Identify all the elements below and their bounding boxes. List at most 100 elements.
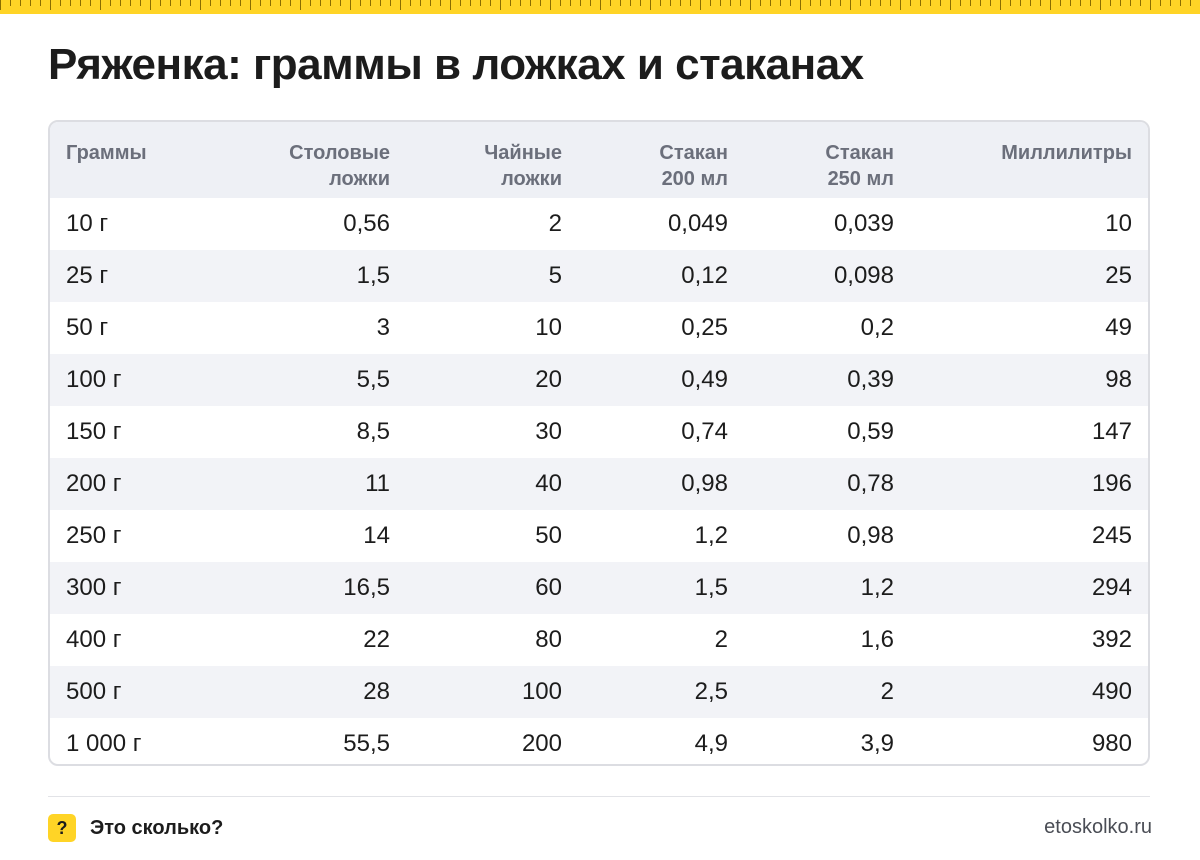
table-cell: 60 <box>535 574 562 601</box>
table-row: 500 г 28 100 2,5 2 490 <box>50 666 1148 718</box>
table-cell: 0,49 <box>681 366 728 393</box>
column-header: Граммы <box>50 122 230 198</box>
table-cell: 0,39 <box>847 366 894 393</box>
ruler-major-ticks <box>0 0 1200 10</box>
table-row: 100 г 5,5 20 0,49 0,39 98 <box>50 354 1148 406</box>
table-cell: 80 <box>535 626 562 653</box>
conversion-table: Граммы Столовые ложки Чайные ложки Стакан 200 … <box>48 120 1150 766</box>
table-row: 10 г 0,56 2 0,049 0,039 10 <box>50 198 1148 250</box>
table-cell: 245 <box>1091 522 1132 549</box>
table-cell: 294 <box>1091 574 1132 601</box>
table-cell: 5 <box>548 262 562 289</box>
table-cell: 100 <box>521 678 562 705</box>
table-cell: 10 <box>535 314 562 341</box>
table-cell: 55,5 <box>343 730 390 757</box>
table-cell: 3 <box>376 314 390 341</box>
column-header-line: Стакан <box>659 142 728 164</box>
table-cell: 1,5 <box>694 574 728 601</box>
column-header-line: Граммы <box>66 142 147 164</box>
table-row: 50 г 3 10 0,25 0,2 49 <box>50 302 1148 354</box>
table-cell: 30 <box>535 418 562 445</box>
column-header: Чайные ложки <box>406 122 578 198</box>
table-cell: 16,5 <box>343 574 390 601</box>
column-header-line: Миллилитры <box>1001 142 1132 164</box>
ruler-strip <box>0 0 1200 14</box>
table-cell: 392 <box>1091 626 1132 653</box>
table-cell: 2 <box>548 210 562 237</box>
table-row: 300 г 16,5 60 1,5 1,2 294 <box>50 562 1148 614</box>
table-header: Граммы Столовые ложки Чайные ложки Стакан 200 … <box>50 122 1148 198</box>
footer-brand: ? Это сколько? <box>48 814 223 842</box>
table-cell: 980 <box>1091 730 1132 757</box>
table-cell: 10 г <box>66 210 109 237</box>
table-cell: 0,98 <box>847 522 894 549</box>
table-cell: 1 000 г <box>66 730 142 757</box>
table-cell: 1,2 <box>860 574 894 601</box>
column-header: Столовые ложки <box>230 122 406 198</box>
table-cell: 40 <box>535 470 562 497</box>
column-header-line: Чайные <box>484 142 562 164</box>
column-header-line: Стакан <box>825 142 894 164</box>
column-header-line: 250 мл <box>827 168 894 190</box>
table-cell: 0,59 <box>847 418 894 445</box>
page-title: Ряженка: граммы в ложках и стаканах <box>48 40 864 89</box>
table-cell: 25 г <box>66 262 109 289</box>
table-cell: 1,5 <box>356 262 390 289</box>
table-row: 250 г 14 50 1,2 0,98 245 <box>50 510 1148 562</box>
table-row: 200 г 11 40 0,98 0,78 196 <box>50 458 1148 510</box>
table-cell: 300 г <box>66 574 122 601</box>
column-header: Стакан 200 мл <box>578 122 744 198</box>
table-cell: 28 <box>363 678 390 705</box>
table-cell: 49 <box>1105 314 1132 341</box>
table-cell: 2 <box>714 626 728 653</box>
table-cell: 2 <box>880 678 894 705</box>
table-cell: 0,78 <box>847 470 894 497</box>
table-cell: 20 <box>535 366 562 393</box>
table-cell: 0,049 <box>667 210 728 237</box>
question-mark-icon: ? <box>48 814 76 842</box>
table-cell: 0,56 <box>343 210 390 237</box>
table-cell: 22 <box>363 626 390 653</box>
column-header-line: ложки <box>329 168 390 190</box>
table-cell: 5,5 <box>356 366 390 393</box>
table-cell: 10 <box>1105 210 1132 237</box>
table-cell: 147 <box>1091 418 1132 445</box>
table-cell: 0,25 <box>681 314 728 341</box>
footer-divider <box>48 796 1150 797</box>
table-cell: 0,74 <box>681 418 728 445</box>
table-cell: 0,039 <box>833 210 894 237</box>
table-cell: 3,9 <box>860 730 894 757</box>
table-cell: 490 <box>1091 678 1132 705</box>
table-row: 25 г 1,5 5 0,12 0,098 25 <box>50 250 1148 302</box>
table-cell: 0,098 <box>833 262 894 289</box>
column-header-line: 200 мл <box>661 168 728 190</box>
table-row: 1 000 г 55,5 200 4,9 3,9 980 <box>50 718 1148 764</box>
table-cell: 150 г <box>66 418 122 445</box>
column-header-line: ложки <box>501 168 562 190</box>
table-cell: 1,2 <box>694 522 728 549</box>
table-cell: 4,9 <box>694 730 728 757</box>
table-cell: 1,6 <box>860 626 894 653</box>
table-cell: 196 <box>1091 470 1132 497</box>
table-body: 10 г 0,56 2 0,049 0,039 10 25 г 1,5 5 0,12 0,098 25… <box>50 198 1148 764</box>
table-row: 400 г 22 80 2 1,6 392 <box>50 614 1148 666</box>
column-header: Миллилитры <box>910 122 1148 198</box>
table-cell: 25 <box>1105 262 1132 289</box>
table-cell: 11 <box>365 470 390 497</box>
table-cell: 8,5 <box>356 418 390 445</box>
column-header: Стакан 250 мл <box>744 122 910 198</box>
table-cell: 400 г <box>66 626 122 653</box>
column-header-line: Столовые <box>289 142 390 164</box>
site-url: etoskolko.ru <box>1044 816 1152 838</box>
table-cell: 100 г <box>66 366 122 393</box>
table-cell: 200 <box>521 730 562 757</box>
conversion-table-grid: Граммы Столовые ложки Чайные ложки Стакан 200 … <box>50 122 1148 764</box>
table-cell: 0,2 <box>860 314 894 341</box>
table-cell: 50 <box>535 522 562 549</box>
header-row: Граммы Столовые ложки Чайные ложки Стакан 200 … <box>50 122 1148 198</box>
table-cell: 14 <box>363 522 390 549</box>
table-cell: 250 г <box>66 522 122 549</box>
table-row: 150 г 8,5 30 0,74 0,59 147 <box>50 406 1148 458</box>
table-cell: 50 г <box>66 314 109 341</box>
table-cell: 500 г <box>66 678 122 705</box>
